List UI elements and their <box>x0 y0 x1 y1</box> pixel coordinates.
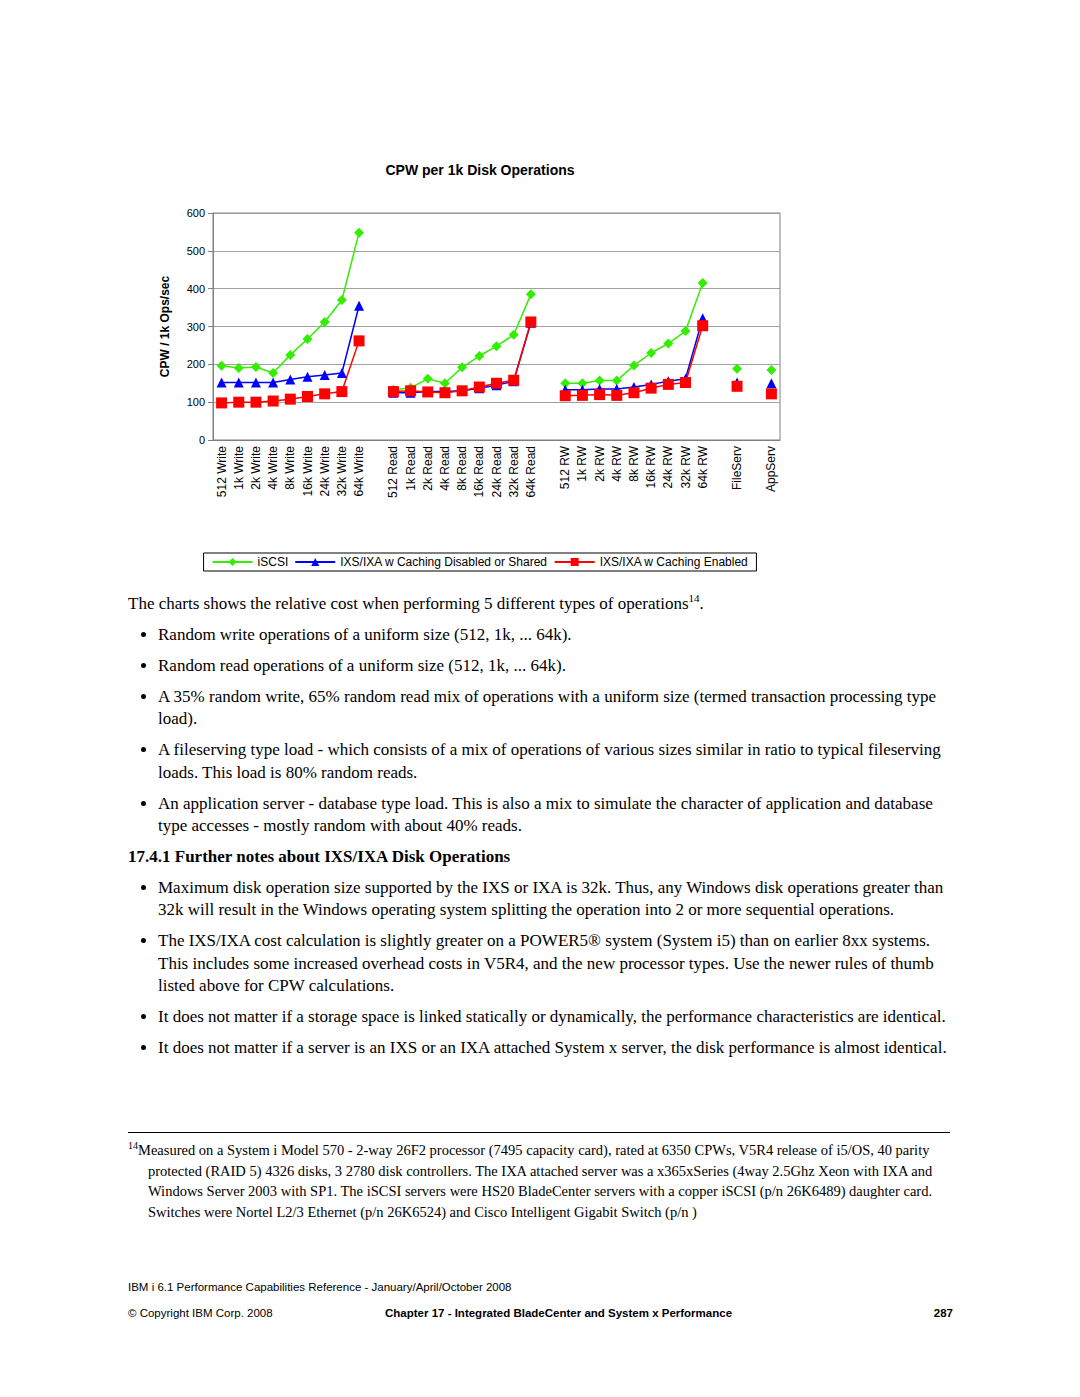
svg-text:4k RW: 4k RW <box>610 445 624 481</box>
html-text:14Measured on a System i Model: 14Measured on a System i Model 570 - 2-w… <box>128 1140 933 1220</box>
svg-text:CPW / 1k Ops/sec: CPW / 1k Ops/sec <box>158 275 172 377</box>
svg-text:64k Read: 64k Read <box>524 446 538 497</box>
svg-text:24k Write: 24k Write <box>318 446 332 497</box>
svg-text:0: 0 <box>199 434 205 446</box>
svg-text:32k Write: 32k Write <box>335 446 349 497</box>
svg-text:16k Write: 16k Write <box>301 446 315 497</box>
html-text:Maximum disk operation size su: Maximum disk operation size supported by… <box>158 877 944 919</box>
html-text:17.4.1 Further notes about IXS: 17.4.1 Further notes about IXS/IXA Disk … <box>128 847 511 866</box>
svg-text:IXS/IXA w Caching Disabled or: IXS/IXA w Caching Disabled or Shared <box>340 555 547 569</box>
svg-text:32k RW: 32k RW <box>679 445 693 488</box>
svg-text:64k Write: 64k Write <box>352 446 366 497</box>
html-text:Random write operations of a u: Random write operations of a uniform siz… <box>158 624 572 644</box>
svg-text:4k Read: 4k Read <box>438 446 452 491</box>
html-text:An application server - databa: An application server - database type lo… <box>158 793 933 835</box>
svg-text:24k RW: 24k RW <box>661 445 675 488</box>
svg-text:512 Write: 512 Write <box>215 446 229 497</box>
svg-text:64k RW: 64k RW <box>696 445 710 488</box>
svg-text:IXS/IXA w Caching Enabled: IXS/IXA w Caching Enabled <box>600 555 748 569</box>
svg-text:1k RW: 1k RW <box>575 445 589 481</box>
svg-text:4k Write: 4k Write <box>266 446 280 490</box>
svg-text:600: 600 <box>187 207 205 219</box>
html-text:287: 287 <box>933 1307 953 1319</box>
svg-text:500: 500 <box>187 245 205 257</box>
svg-text:512 RW: 512 RW <box>558 445 572 489</box>
html-text:It does not matter if a storag: It does not matter if a storage space is… <box>158 1007 946 1026</box>
svg-text:2k RW: 2k RW <box>593 445 607 481</box>
svg-text:CPW per 1k Disk Operations: CPW per 1k Disk Operations <box>385 162 574 178</box>
svg-text:2k Read: 2k Read <box>421 446 435 491</box>
svg-text:32k Read: 32k Read <box>507 446 521 497</box>
svg-text:8k RW: 8k RW <box>627 445 641 481</box>
svg-text:100: 100 <box>187 396 205 408</box>
html-text:The charts shows the relative: The charts shows the relative cost when … <box>128 592 704 613</box>
svg-text:2k Write: 2k Write <box>249 446 263 490</box>
html-text:Chapter 17 - Integrated BladeC: Chapter 17 - Integrated BladeCenter and … <box>385 1307 732 1319</box>
svg-text:16k Read: 16k Read <box>472 446 486 497</box>
html-text:A fileserving type load - whic: A fileserving type load - which consists… <box>158 740 941 782</box>
html-text:IBM i 6.1 Performance Capabili: IBM i 6.1 Performance Capabilities Refer… <box>128 1281 512 1293</box>
svg-text:16k RW: 16k RW <box>644 445 658 488</box>
svg-text:24k Read: 24k Read <box>490 446 504 497</box>
svg-text:FileServ: FileServ <box>730 446 744 490</box>
html-text:© Copyright IBM Corp. 2008: © Copyright IBM Corp. 2008 <box>128 1307 273 1319</box>
svg-text:400: 400 <box>187 283 205 295</box>
svg-text:8k Write: 8k Write <box>283 446 297 490</box>
html-text:The IXS/IXA cost calculation i: The IXS/IXA cost calculation is slightly… <box>158 931 934 995</box>
svg-text:AppServ: AppServ <box>764 446 778 492</box>
svg-text:1k Write: 1k Write <box>232 446 246 490</box>
svg-text:512 Read: 512 Read <box>386 446 400 498</box>
svg-text:1k Read: 1k Read <box>404 446 418 491</box>
svg-text:200: 200 <box>187 358 205 370</box>
svg-text:300: 300 <box>187 321 205 333</box>
html-text:A 35% random write, 65% random: A 35% random write, 65% random read mix … <box>158 686 936 728</box>
svg-text:iSCSI: iSCSI <box>258 555 289 569</box>
html-text:Random read operations of a un: Random read operations of a uniform size… <box>158 655 566 675</box>
html-text:It does not matter if a server: It does not matter if a server is an IXS… <box>158 1038 947 1057</box>
svg-text:8k Read: 8k Read <box>455 446 469 491</box>
